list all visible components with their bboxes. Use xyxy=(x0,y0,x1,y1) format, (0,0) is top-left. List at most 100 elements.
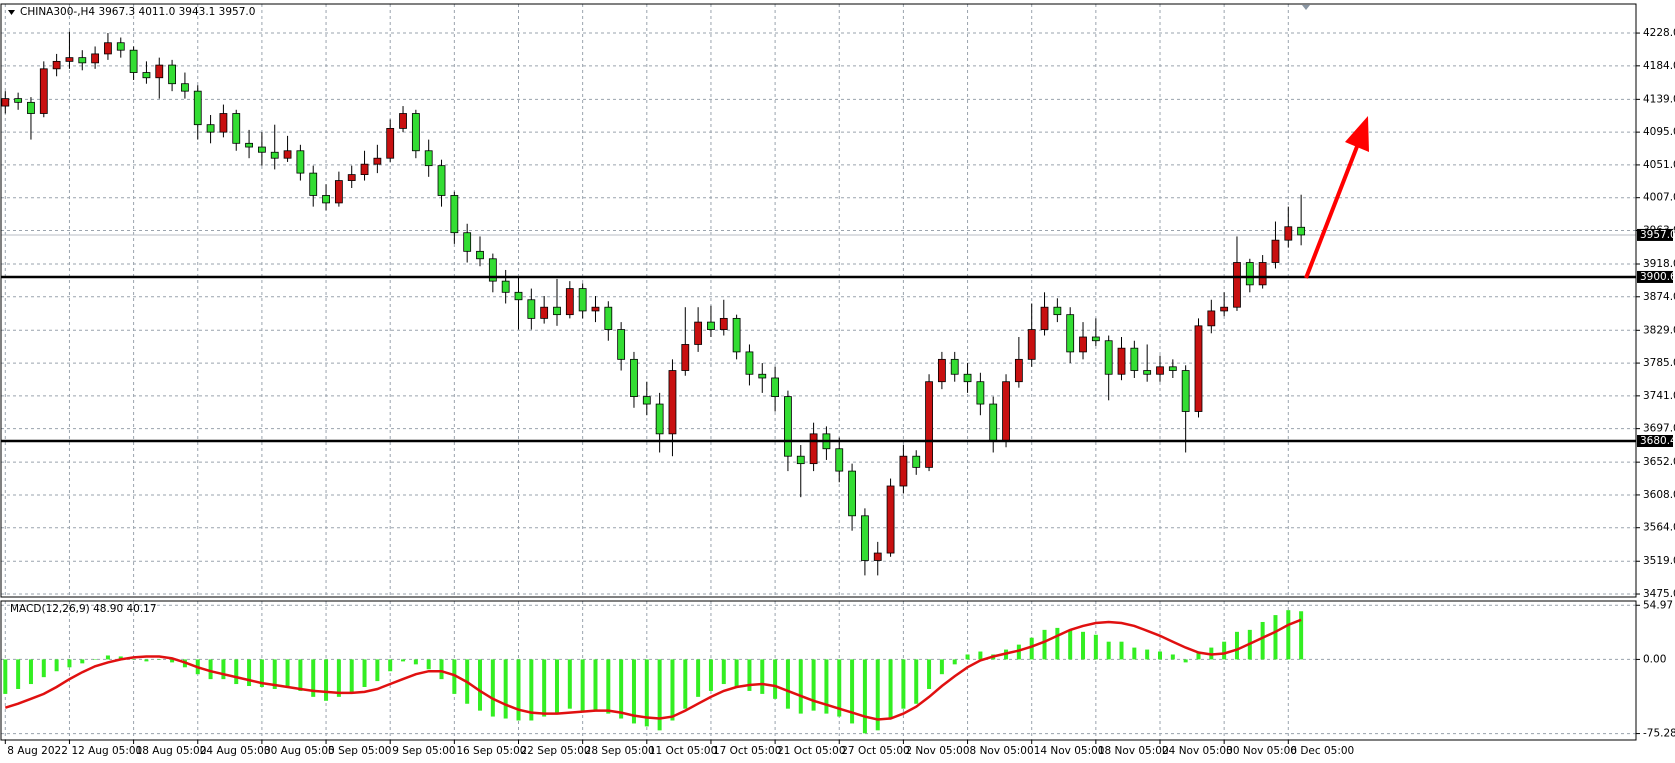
candle-body xyxy=(758,373,767,379)
macd-histogram-bar xyxy=(888,659,893,719)
candle-body xyxy=(437,165,446,196)
y-tick-label: 4184.0 xyxy=(1643,60,1675,72)
candle-body xyxy=(1143,370,1152,375)
x-tick-label: 30 Aug 05:00 xyxy=(264,745,335,757)
arrow-shaft xyxy=(1304,143,1360,279)
macd-histogram-bar xyxy=(1273,615,1278,660)
macd-histogram-bar xyxy=(234,659,239,685)
macd-histogram-bar xyxy=(208,659,213,680)
y-tick-label: 54.97 xyxy=(1643,599,1673,611)
candle-body xyxy=(129,49,138,73)
level-label: 3680.4 xyxy=(1640,435,1675,447)
marks-layer xyxy=(1,31,1636,734)
x-tick-label: 18 Nov 05:00 xyxy=(1098,745,1169,757)
macd-histogram-bar xyxy=(1106,641,1111,660)
macd-histogram-bar xyxy=(657,659,662,731)
macd-histogram-bar xyxy=(1196,651,1201,660)
candle-body xyxy=(270,151,279,159)
y-tick-label: 4007.0 xyxy=(1643,192,1675,204)
macd-histogram-bar xyxy=(1119,641,1124,660)
candle-body xyxy=(963,373,972,383)
candle-body xyxy=(630,358,638,398)
x-tick-label: 24 Nov 05:00 xyxy=(1162,745,1233,757)
macd-histogram-bar xyxy=(696,659,701,697)
macd-histogram-bar xyxy=(3,659,8,694)
candle-body xyxy=(373,157,382,165)
candle-body xyxy=(989,403,998,442)
x-tick-label: 24 Aug 05:00 xyxy=(200,745,271,757)
candle-body xyxy=(283,150,292,159)
macd-histogram-bar xyxy=(80,659,85,664)
candle-body xyxy=(116,42,125,51)
macd-panel-frame xyxy=(0,600,1637,741)
candle-body xyxy=(309,172,318,196)
macd-histogram-bar xyxy=(478,659,483,711)
candle-body xyxy=(14,98,23,103)
y-tick-label: 4051.0 xyxy=(1643,159,1675,171)
candle-body xyxy=(694,321,703,345)
macd-histogram-bar xyxy=(798,659,803,714)
macd-histogram-bar xyxy=(54,659,59,672)
candle-body xyxy=(540,306,549,319)
candle-body xyxy=(501,280,510,293)
candle-body xyxy=(745,351,754,375)
candle-body xyxy=(1104,340,1113,375)
macd-histogram-bar xyxy=(952,659,957,665)
macd-histogram-bar xyxy=(606,659,611,714)
candle-body xyxy=(1014,358,1023,383)
menu-triangle[interactable] xyxy=(8,10,15,15)
candle-body xyxy=(360,163,369,175)
candle-body xyxy=(411,113,420,152)
x-tick-label: 6 Dec 05:00 xyxy=(1290,745,1354,757)
macd-histogram-bar xyxy=(811,659,816,711)
macd-histogram-bar xyxy=(631,659,636,724)
x-tick-label: 22 Sep 05:00 xyxy=(521,745,591,757)
candle-body xyxy=(719,317,728,330)
candle-body xyxy=(1207,310,1216,327)
candle-body xyxy=(937,358,946,383)
macd-histogram-bar xyxy=(439,659,444,680)
x-tick-label: 21 Oct 05:00 xyxy=(777,745,845,757)
macd-histogram-bar xyxy=(41,659,46,678)
candle-body xyxy=(1233,262,1241,308)
candle-body xyxy=(296,150,305,174)
macd-histogram-bar xyxy=(298,659,303,691)
candle-body xyxy=(1,98,10,107)
macd-histogram-bar xyxy=(1299,611,1304,660)
macd-histogram-bar xyxy=(426,659,431,670)
macd-histogram-bar xyxy=(1055,627,1060,660)
candle-body xyxy=(450,195,459,234)
candle-body xyxy=(655,403,664,435)
candle-body xyxy=(578,288,587,312)
macd-histogram-bar xyxy=(324,659,329,701)
x-tick-label: 16 Sep 05:00 xyxy=(456,745,526,757)
y-tick-label: 3608.0 xyxy=(1643,489,1675,501)
macd-histogram-bar xyxy=(388,659,393,672)
trend-arrow xyxy=(1304,116,1369,279)
macd-histogram-bar xyxy=(157,659,162,660)
macd-histogram-bar xyxy=(1183,659,1188,663)
macd-histogram-bar xyxy=(490,659,495,717)
macd-histogram-bar xyxy=(93,659,98,660)
candle-body xyxy=(193,90,202,126)
y-tick-label: 3829.0 xyxy=(1643,324,1675,336)
macd-histogram-bar xyxy=(1093,634,1098,660)
candle-body xyxy=(91,53,100,64)
macd-histogram-bar xyxy=(413,659,418,665)
y-tick-label: 3652.0 xyxy=(1643,456,1675,468)
macd-histogram-bar xyxy=(619,659,624,719)
candle-body xyxy=(668,370,677,435)
candle-body xyxy=(604,306,613,330)
y-tick-label: -75.28 xyxy=(1643,728,1675,740)
candle-body xyxy=(912,455,921,468)
candle-body xyxy=(886,485,895,554)
candle-body xyxy=(732,317,741,353)
arrow-head xyxy=(1345,116,1369,152)
macd-histogram-bar xyxy=(311,659,316,697)
x-tick-label: 9 Sep 05:00 xyxy=(392,745,455,757)
macd-histogram-bar xyxy=(837,659,842,717)
macd-histogram-bar xyxy=(285,659,290,688)
candle-body xyxy=(925,381,933,468)
